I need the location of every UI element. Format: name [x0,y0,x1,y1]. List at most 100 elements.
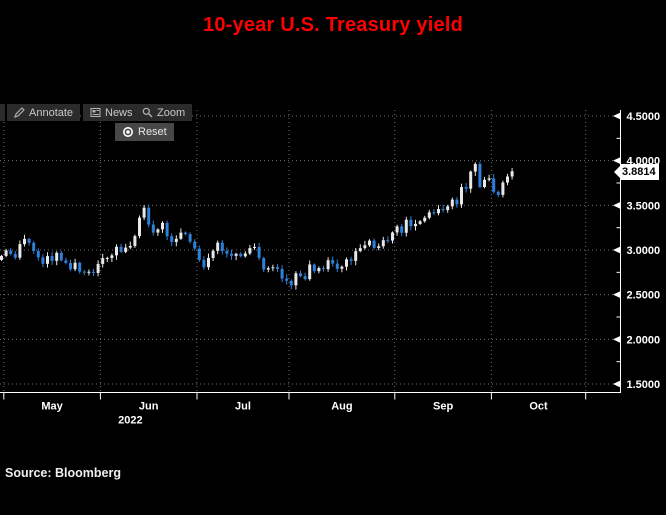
candle-body [372,240,376,248]
candle-body [345,259,348,267]
candle-body [404,219,408,233]
candle-body [335,263,339,269]
candle-body [234,253,238,256]
candle-body [322,268,325,270]
y-axis-label: 2.5000 [627,290,661,302]
candle-body [46,256,49,264]
pencil-icon [14,107,25,118]
candle-body [354,251,358,261]
y-axis-label: 4.5000 [627,111,661,123]
x-axis-year-label: 2022 [118,415,142,427]
candle-body [455,199,459,205]
candle-body [161,222,164,230]
candle-body [432,212,436,214]
x-axis-month-label: Jun [139,401,159,413]
candle-body [303,276,307,280]
candle-body [492,178,496,192]
candle-body [386,240,390,242]
candle-body [483,179,486,188]
y-tick-arrow [613,335,621,343]
candle-body [271,267,275,269]
reset-button[interactable]: Reset [115,123,174,141]
candle-body [326,260,330,270]
y-tick-arrow [613,112,621,120]
candle-body [64,260,68,263]
candle-body [133,236,137,246]
candle-body [184,232,187,235]
candle-body [239,253,243,257]
news-button-label: News [105,106,133,119]
candle-body [441,208,445,211]
candle-body [289,280,293,286]
candle-body [409,219,413,227]
candle-body [299,273,302,277]
candle-body [27,238,31,243]
candle-body [193,241,197,249]
candle-body [340,266,344,269]
candle-body [294,273,298,286]
toolbar-edge-fragment [0,104,5,121]
candle-body [317,268,321,272]
candle-body [464,187,468,189]
candle-body [174,238,178,242]
candle-body [41,257,45,264]
annotate-button[interactable]: Annotate [7,104,81,121]
candle-body [423,217,427,222]
candle-body [115,246,118,256]
candle-body [36,250,40,258]
candle-body [69,262,72,270]
candle-body [142,207,146,218]
candle-body [9,250,13,254]
y-axis-label: 3.0000 [627,245,661,257]
candle-body [262,258,266,270]
candle-body [414,223,417,227]
y-tick-arrow [613,246,621,254]
candle-body [197,248,201,260]
candle-body [147,207,151,225]
candle-body [110,255,114,258]
news-icon [90,108,101,117]
candle-body [179,232,183,239]
candle-body [50,256,54,261]
candle-body [510,171,514,177]
candle-body [276,267,279,270]
candle-body [478,163,482,188]
candle-body [165,222,169,237]
candle-body [349,259,353,261]
zoom-button-label: Zoom [157,106,186,119]
candle-body [128,245,132,248]
chart-title: 10-year U.S. Treasury yield [203,14,463,36]
candle-body [230,253,233,256]
candle-body [101,258,105,264]
candle-body [4,250,8,256]
candle-body [73,262,77,270]
reset-button-label: Reset [138,126,167,138]
last-price-badge: 3.8814 [614,164,659,180]
candle-body [280,269,284,279]
candle-body [82,271,86,273]
candle-body [446,206,450,211]
candle-body [18,244,22,258]
y-tick-arrow [613,157,621,165]
candle-body [363,245,367,249]
candle-body [253,246,256,249]
candle-body [266,268,270,270]
candle-body [460,187,463,205]
candle-body [202,259,206,268]
candle-body [170,236,174,242]
candle-body [211,250,215,258]
zoom-button[interactable]: Zoom [135,104,193,121]
candle-body [78,262,82,272]
candle-body [427,212,431,218]
y-axis-label: 3.5000 [627,200,661,212]
news-button[interactable]: News [83,104,140,121]
candle-body [381,240,385,247]
candle-body [437,208,440,214]
candle-body [257,246,261,259]
candle-body [151,224,155,233]
candle-body [450,199,454,207]
x-axis-month-label: Sep [433,401,453,413]
candle-body [96,263,100,273]
